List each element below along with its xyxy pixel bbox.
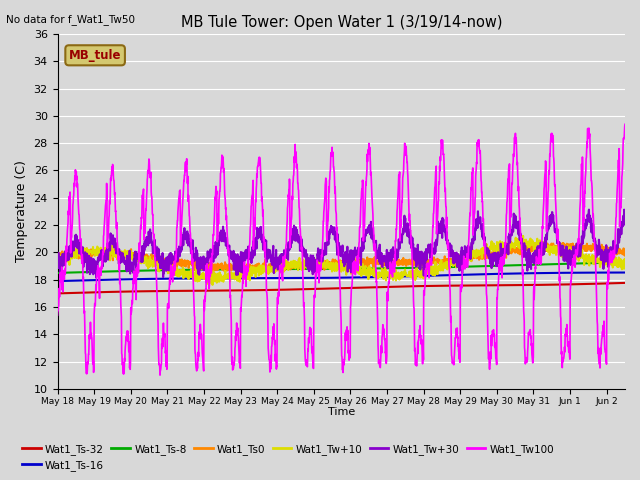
Wat1_Ts-8 xyxy=(500,263,508,268)
X-axis label: Time: Time xyxy=(328,407,355,417)
Wat1_Ts-16 xyxy=(605,270,612,276)
Wat1_Ts0 xyxy=(83,249,90,255)
Wat1_Tw100 xyxy=(54,312,61,318)
Wat1_Ts-16 xyxy=(330,275,337,281)
Wat1_Ts-32 xyxy=(83,289,90,295)
Wat1_Tw100 xyxy=(500,255,508,261)
Wat1_Tw+30 xyxy=(83,253,90,259)
Wat1_Ts0 xyxy=(271,270,278,276)
Wat1_Ts0 xyxy=(605,247,612,253)
Text: MB_tule: MB_tule xyxy=(69,49,122,62)
Wat1_Tw+30 xyxy=(92,275,100,280)
Wat1_Tw100 xyxy=(330,164,337,170)
Wat1_Tw+10 xyxy=(330,263,337,268)
Wat1_Tw100 xyxy=(315,268,323,274)
Wat1_Tw100 xyxy=(83,371,90,376)
Wat1_Tw100 xyxy=(605,277,612,283)
Line: Wat1_Tw+10: Wat1_Tw+10 xyxy=(58,236,625,285)
Wat1_Ts-32 xyxy=(330,286,337,291)
Wat1_Ts0 xyxy=(500,252,508,258)
Wat1_Ts-16 xyxy=(54,278,61,284)
Wat1_Ts0 xyxy=(315,260,323,265)
Text: No data for f_Wat1_Tw50: No data for f_Wat1_Tw50 xyxy=(6,14,136,25)
Legend: Wat1_Ts-32, Wat1_Ts-16, Wat1_Ts-8, Wat1_Ts0, Wat1_Tw+10, Wat1_Tw+30, Wat1_Tw100: Wat1_Ts-32, Wat1_Ts-16, Wat1_Ts-8, Wat1_… xyxy=(18,439,558,475)
Wat1_Tw+30 xyxy=(500,248,508,253)
Wat1_Tw+30 xyxy=(585,207,593,213)
Wat1_Tw+10 xyxy=(605,263,612,268)
Line: Wat1_Ts-16: Wat1_Ts-16 xyxy=(58,273,625,281)
Wat1_Ts-8 xyxy=(330,266,337,272)
Y-axis label: Temperature (C): Temperature (C) xyxy=(15,160,28,263)
Wat1_Ts-8 xyxy=(315,266,323,272)
Wat1_Ts-8 xyxy=(621,260,629,265)
Title: MB Tule Tower: Open Water 1 (3/19/14-now): MB Tule Tower: Open Water 1 (3/19/14-now… xyxy=(180,15,502,30)
Wat1_Tw100 xyxy=(156,372,164,378)
Wat1_Ts-8 xyxy=(605,260,612,265)
Wat1_Tw+10 xyxy=(500,245,508,251)
Wat1_Tw+10 xyxy=(315,260,323,266)
Wat1_Ts0 xyxy=(542,240,550,245)
Wat1_Tw+10 xyxy=(605,261,613,266)
Wat1_Tw+30 xyxy=(605,249,613,254)
Wat1_Tw+10 xyxy=(54,262,61,268)
Wat1_Tw+30 xyxy=(330,226,337,231)
Wat1_Tw100 xyxy=(605,265,612,271)
Line: Wat1_Tw100: Wat1_Tw100 xyxy=(58,124,625,375)
Wat1_Tw+30 xyxy=(621,218,629,224)
Wat1_Ts-8 xyxy=(604,260,612,265)
Wat1_Tw+10 xyxy=(83,251,90,257)
Wat1_Ts-16 xyxy=(500,271,508,276)
Wat1_Ts-32 xyxy=(604,280,612,286)
Wat1_Ts-16 xyxy=(83,277,90,283)
Wat1_Tw+10 xyxy=(519,233,527,239)
Wat1_Ts-16 xyxy=(621,270,629,276)
Wat1_Tw100 xyxy=(621,121,629,127)
Line: Wat1_Tw+30: Wat1_Tw+30 xyxy=(58,210,625,277)
Line: Wat1_Ts-8: Wat1_Ts-8 xyxy=(58,263,625,273)
Wat1_Ts0 xyxy=(330,262,337,268)
Wat1_Ts-32 xyxy=(605,280,612,286)
Wat1_Tw+10 xyxy=(209,282,216,288)
Wat1_Ts-8 xyxy=(54,270,61,276)
Line: Wat1_Ts0: Wat1_Ts0 xyxy=(58,242,625,273)
Wat1_Tw+30 xyxy=(54,262,61,268)
Wat1_Ts-16 xyxy=(604,270,612,276)
Wat1_Ts-16 xyxy=(315,275,323,281)
Wat1_Ts-32 xyxy=(500,282,508,288)
Wat1_Ts0 xyxy=(605,247,613,253)
Wat1_Ts-8 xyxy=(83,269,90,275)
Line: Wat1_Ts-32: Wat1_Ts-32 xyxy=(58,283,625,293)
Wat1_Ts0 xyxy=(54,256,61,262)
Wat1_Tw+30 xyxy=(605,257,612,263)
Wat1_Ts-32 xyxy=(621,280,629,286)
Wat1_Tw+10 xyxy=(621,262,629,267)
Wat1_Tw+30 xyxy=(315,247,323,253)
Wat1_Ts-32 xyxy=(54,290,61,296)
Wat1_Ts-32 xyxy=(315,286,323,292)
Wat1_Ts0 xyxy=(621,250,629,255)
